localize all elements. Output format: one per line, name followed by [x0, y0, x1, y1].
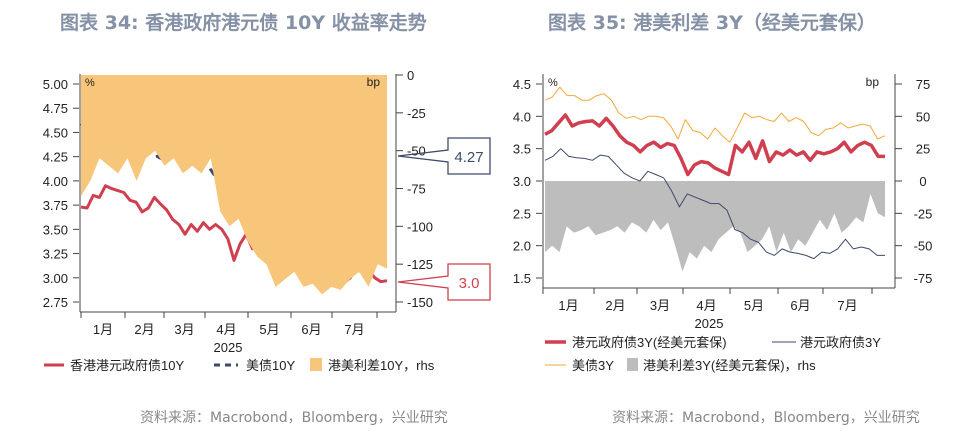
- c35-line-2: [544, 148, 885, 260]
- c35-month-label: 4月: [696, 298, 716, 313]
- c35-month-label: 6月: [790, 298, 810, 313]
- c35-ytick-label-left: 4.0: [513, 109, 531, 124]
- legend-label-spread10y: 港美利差10Y，rhs: [328, 358, 435, 373]
- c35-ytick-label-left: 3.0: [513, 174, 531, 189]
- c34-ytick-label-right: -25: [407, 106, 426, 121]
- c35-ytick-label-left: 3.5: [513, 142, 531, 157]
- c34-ytick-label-right: -125: [407, 257, 433, 272]
- c35-month-label: 7月: [837, 298, 857, 313]
- c34-ytick-label-left: 5.00: [43, 77, 68, 92]
- legend-label-us3y: 美债3Y: [572, 358, 614, 373]
- c35-ytick-label-right: 25: [916, 142, 930, 157]
- c34-ytick-label-left: 3.75: [43, 198, 68, 213]
- c34-ytick-label-left: 4.50: [43, 125, 68, 140]
- c35-left-unit: %: [548, 77, 558, 89]
- c35-month-label: 5月: [744, 298, 764, 313]
- c34-ytick-label-left: 4.00: [43, 174, 68, 189]
- c35-line-1: [544, 86, 886, 143]
- c35-ytick-label-left: 1.5: [513, 271, 531, 286]
- c35-right-unit: bp: [866, 75, 880, 89]
- c35-ytick-label-right: -25: [914, 206, 933, 221]
- c35-ytick-label-right: -50: [914, 239, 933, 254]
- c34-ytick-label-right: 0: [407, 68, 414, 83]
- c35-ytick-label-right: 0: [919, 174, 926, 189]
- callout-box-0: [397, 137, 491, 175]
- c35-ytick-label-left: 2.0: [513, 239, 531, 254]
- legend-label-hk10y: 香港港元政府债10Y: [70, 358, 184, 373]
- chart35-title: 图表 35: 港美利差 3Y（经美元套保）: [548, 12, 876, 34]
- legend-label-hk3y: 港元政府债3Y: [800, 335, 881, 350]
- c35-month-label: 3月: [650, 298, 670, 313]
- c34-month-label: 6月: [301, 322, 321, 337]
- chart35-source: 资料来源：Macrobond，Bloomberg，兴业研究: [612, 410, 920, 426]
- c34-ytick-label-left: 4.75: [43, 101, 68, 116]
- callout-box-1: [397, 263, 491, 301]
- c34-month-label: 3月: [174, 322, 194, 337]
- c35-ytick-label-right: -75: [914, 271, 933, 286]
- callout-value-0: 4.27: [454, 149, 483, 166]
- c34-spread-area: [81, 75, 387, 295]
- c35-ytick-label-left: 2.5: [513, 206, 531, 221]
- c34-year-label: 2025: [214, 340, 243, 355]
- c34-ytick-label-left: 4.25: [43, 150, 68, 165]
- c34-ytick-label-right: -150: [407, 295, 433, 310]
- c35-month-label: 2月: [605, 298, 625, 313]
- c35-ytick-label-left: 4.5: [513, 77, 531, 92]
- c34-ytick-label-left: 2.75: [43, 295, 68, 310]
- c35-month-label: 1月: [558, 298, 578, 313]
- chart34-source: 资料来源：Macrobond，Bloomberg，兴业研究: [140, 410, 448, 426]
- c35-year-label: 2025: [695, 316, 724, 331]
- c34-ytick-label-right: -100: [407, 219, 433, 234]
- legend-swatch-spread10y: [310, 358, 322, 371]
- callout-value-1: 3.0: [459, 275, 480, 292]
- chart34-title: 图表 34: 香港政府港元债 10Y 收益率走势: [60, 12, 427, 34]
- c34-right-unit: bp: [367, 75, 381, 89]
- legend-swatch-spread3y: [627, 358, 638, 371]
- c34-left-unit: %: [85, 77, 95, 89]
- c34-month-label: 2月: [134, 322, 154, 337]
- c34-month-label: 1月: [93, 322, 113, 337]
- c34-ytick-label-right: -50: [407, 144, 426, 159]
- c34-ytick-label-left: 3.25: [43, 247, 68, 262]
- c34-month-label: 4月: [216, 322, 236, 337]
- c34-ytick-label-left: 3.50: [43, 222, 68, 237]
- c34-ytick-label-left: 3.00: [43, 271, 68, 286]
- legend-label-hk3y-hedged: 港元政府债3Y(经美元套保): [572, 335, 727, 350]
- c35-line-3: [544, 113, 885, 177]
- c35-ytick-label-right: 75: [916, 77, 930, 92]
- legend-label-spread3y: 港美利差3Y(经美元套保)，rhs: [643, 358, 816, 373]
- c34-month-label: 5月: [259, 322, 279, 337]
- c34-ytick-label-right: -75: [407, 182, 426, 197]
- c35-ytick-label-right: 50: [916, 109, 930, 124]
- c34-month-label: 7月: [344, 322, 364, 337]
- c35-spread-area: [545, 181, 885, 272]
- legend-label-us10y: 美债10Y: [246, 358, 295, 373]
